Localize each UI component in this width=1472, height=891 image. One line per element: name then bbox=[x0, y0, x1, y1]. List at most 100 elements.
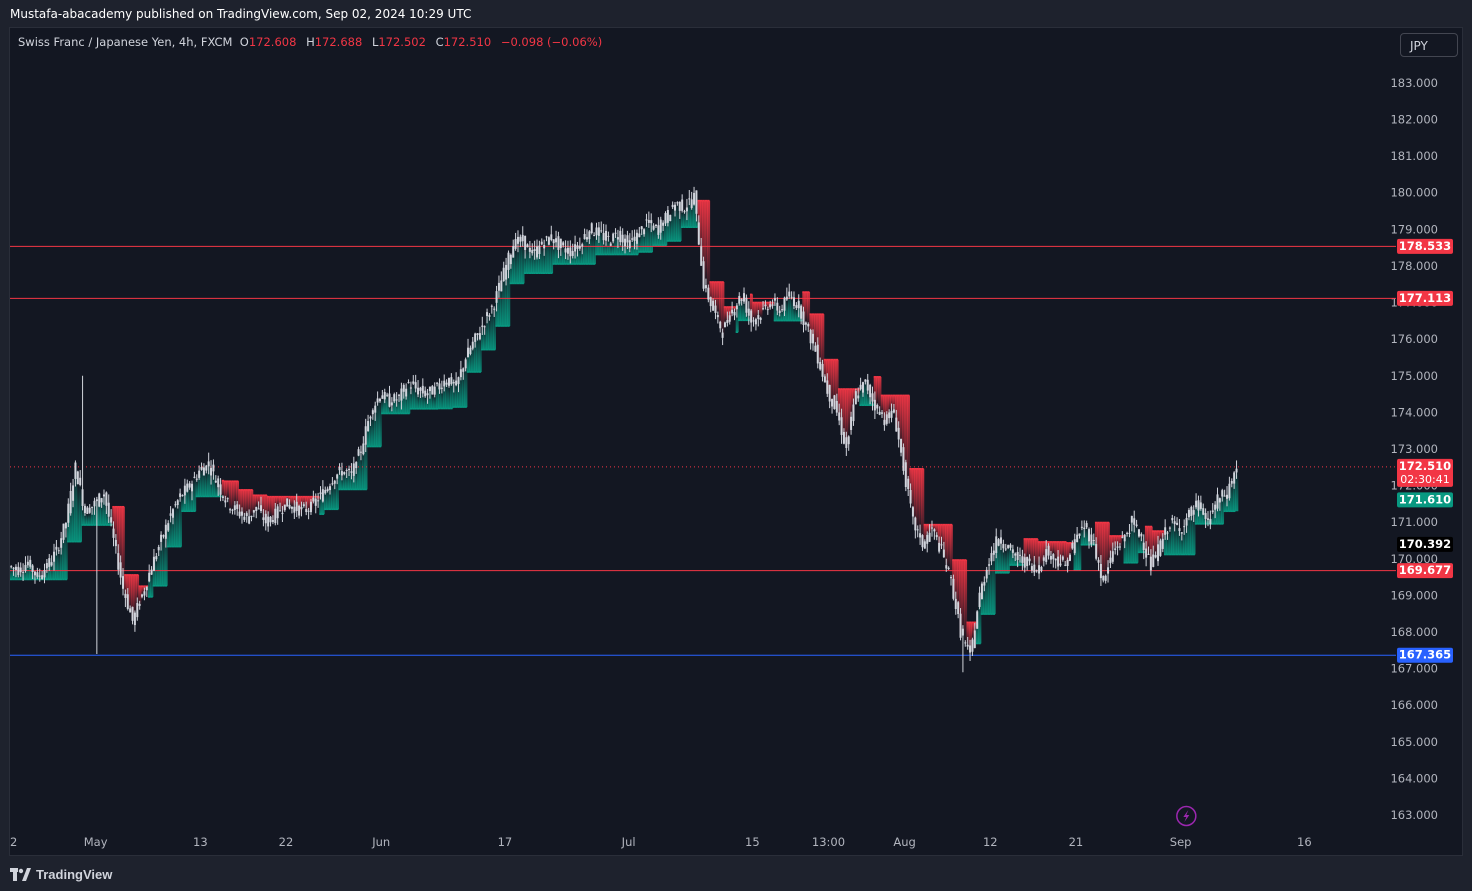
candle-body bbox=[431, 386, 434, 395]
trail-band-down bbox=[959, 559, 963, 638]
candle-body bbox=[564, 248, 567, 253]
trail-band-down bbox=[828, 359, 832, 402]
tradingview-logo-icon[interactable] bbox=[10, 867, 32, 882]
candle-body bbox=[845, 437, 848, 449]
candle-body bbox=[850, 416, 853, 430]
y-tick-label: 173.000 bbox=[1390, 442, 1438, 456]
currency-button[interactable]: JPY bbox=[1400, 33, 1458, 57]
candle-body bbox=[45, 563, 48, 569]
candle-body bbox=[1011, 549, 1014, 553]
price-chart[interactable]: 163.000 164.000 165.000 166.000 167.000 168.0… bbox=[10, 28, 1462, 855]
trail-band-down bbox=[1154, 531, 1158, 558]
candle-body bbox=[550, 234, 553, 240]
lightning-glyph-icon bbox=[1183, 810, 1190, 822]
candle-body bbox=[417, 387, 420, 395]
trail-band-up bbox=[604, 240, 608, 255]
y-tick-label: 163.000 bbox=[1390, 808, 1438, 822]
trail-band-up bbox=[340, 475, 344, 490]
candle-body bbox=[445, 382, 448, 385]
candle-body bbox=[1030, 566, 1033, 571]
candle-body bbox=[1228, 483, 1231, 499]
candle-body bbox=[1080, 526, 1083, 528]
candle-body bbox=[167, 523, 170, 531]
trail-band-down bbox=[847, 388, 851, 437]
candle-body bbox=[169, 513, 172, 516]
candle-body bbox=[143, 591, 146, 596]
candle-body bbox=[81, 489, 84, 506]
candle-body bbox=[785, 296, 788, 300]
candle-body bbox=[1235, 468, 1238, 473]
trail-band-down bbox=[823, 359, 827, 383]
trail-band-up bbox=[324, 489, 328, 510]
trail-band-up bbox=[1185, 517, 1189, 555]
trail-band-down bbox=[264, 495, 268, 524]
trail-band-up bbox=[459, 369, 463, 408]
candle-body bbox=[357, 449, 360, 456]
candle-body bbox=[409, 387, 412, 389]
candle-body bbox=[1149, 556, 1152, 571]
candle-body bbox=[41, 575, 44, 580]
trail-band-up bbox=[585, 237, 589, 265]
candle-body bbox=[835, 400, 838, 413]
trail-band-up bbox=[357, 449, 361, 490]
symbol-legend[interactable]: Swiss Franc / Japanese Yen, 4h, FXCM O17… bbox=[18, 35, 608, 49]
trail-band-up bbox=[445, 382, 449, 409]
candle-body bbox=[395, 399, 398, 401]
candle-body bbox=[807, 323, 810, 327]
candle-body bbox=[257, 508, 260, 510]
trail-band-up bbox=[992, 550, 996, 615]
candle-body bbox=[961, 628, 964, 636]
candle-body bbox=[459, 369, 462, 378]
candle-body bbox=[538, 245, 541, 254]
candle-body bbox=[226, 498, 229, 500]
y-tick-label: 170.000 bbox=[1390, 552, 1438, 566]
trail-band-up bbox=[376, 398, 380, 447]
candle-body bbox=[935, 534, 938, 538]
candle-body bbox=[476, 333, 479, 335]
trail-band-up bbox=[588, 231, 592, 265]
candle-body bbox=[1180, 532, 1183, 534]
y-tick-label: 171.000 bbox=[1390, 515, 1438, 529]
candle-body bbox=[1019, 554, 1022, 556]
candle-body bbox=[369, 416, 372, 419]
chart-frame[interactable]: 163.000 164.000 165.000 166.000 167.000 168.0… bbox=[9, 27, 1463, 856]
candle-body bbox=[243, 516, 246, 520]
candle-body bbox=[390, 402, 393, 406]
candle-body bbox=[174, 504, 177, 506]
trail-band-up bbox=[1075, 534, 1079, 570]
trail-band-up bbox=[88, 512, 92, 526]
trail-band-up bbox=[664, 213, 668, 246]
candle-body bbox=[348, 468, 351, 471]
candle-body bbox=[205, 465, 208, 471]
candle-body bbox=[112, 528, 115, 538]
trail-band-up bbox=[188, 487, 192, 512]
candle-body bbox=[1118, 546, 1121, 548]
candle-body bbox=[400, 388, 403, 401]
trail-band-up bbox=[90, 506, 94, 526]
trail-band-down bbox=[1147, 526, 1151, 554]
candle-body bbox=[1185, 517, 1188, 526]
candle-body bbox=[938, 542, 941, 552]
x-tick-label: 22 bbox=[279, 835, 294, 849]
candle-body bbox=[662, 222, 665, 226]
trail-band-up bbox=[59, 538, 63, 580]
candle-body bbox=[771, 304, 774, 306]
candle-body bbox=[607, 235, 610, 237]
trail-band-up bbox=[347, 468, 351, 490]
candle-body bbox=[1216, 494, 1219, 509]
candle-body bbox=[681, 199, 684, 211]
trail-band-up bbox=[690, 199, 694, 228]
candle-body bbox=[959, 613, 962, 638]
candle-body bbox=[141, 594, 144, 597]
candle-body bbox=[1064, 564, 1067, 566]
candle-body bbox=[469, 347, 472, 354]
candle-body bbox=[614, 232, 617, 234]
trail-band-up bbox=[355, 468, 358, 490]
candle-body bbox=[762, 308, 765, 310]
brand-name[interactable]: TradingView bbox=[36, 867, 113, 882]
trail-band-up bbox=[683, 211, 687, 228]
candle-body bbox=[24, 564, 27, 571]
candle-body bbox=[797, 300, 800, 309]
candle-body bbox=[659, 219, 662, 233]
candle-body bbox=[731, 309, 734, 314]
